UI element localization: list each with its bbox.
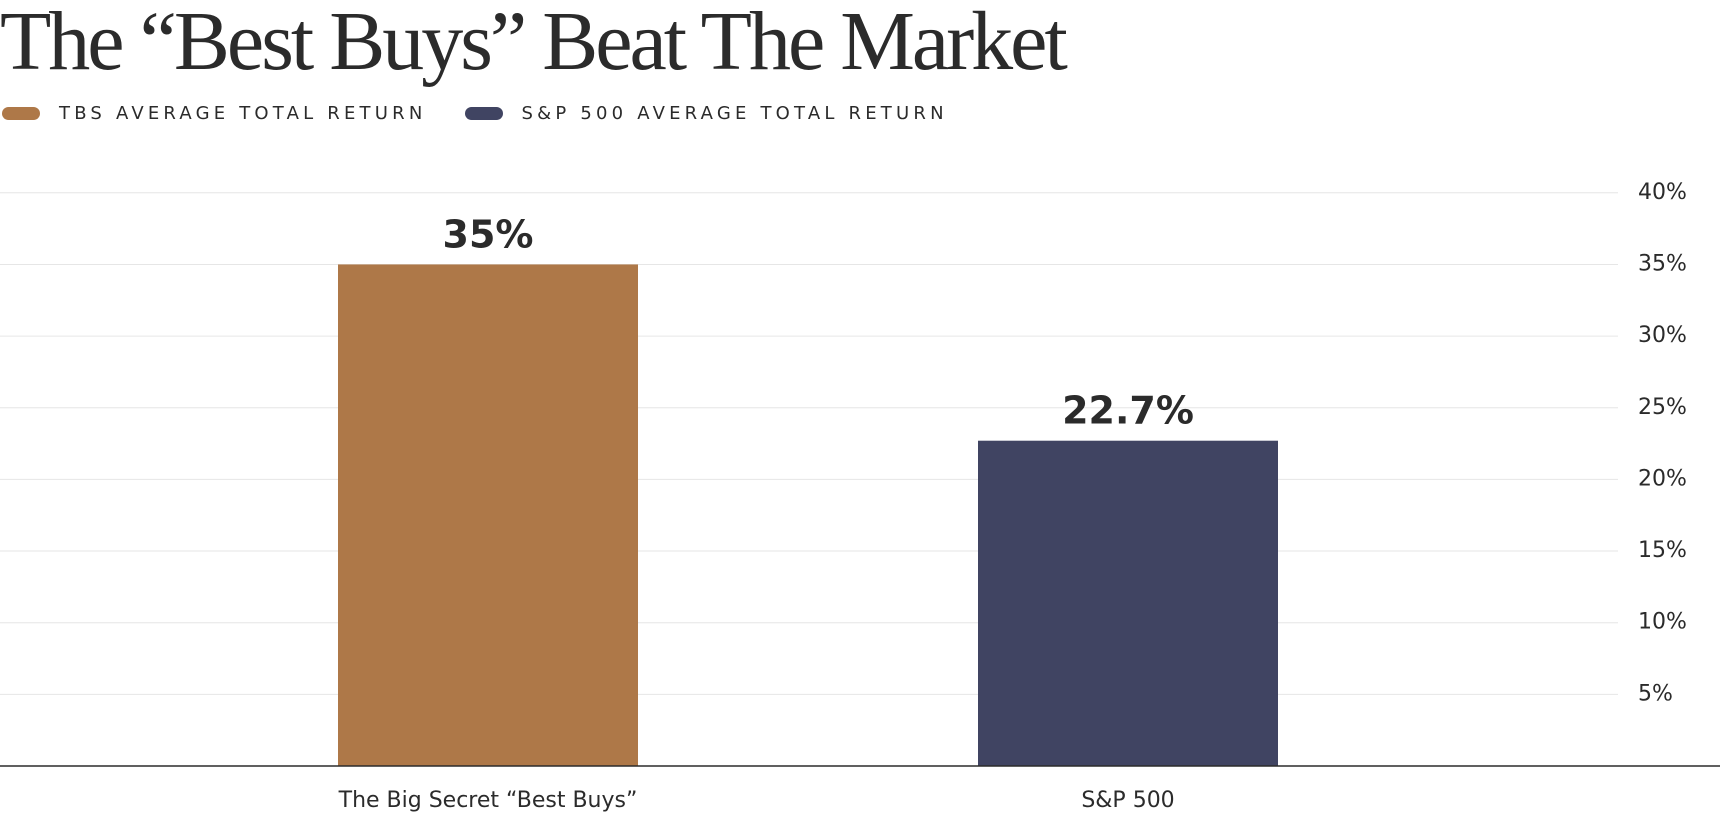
x-category-label: The Big Secret “Best Buys” [338,788,638,813]
y-tick-label: 10% [1638,610,1687,635]
legend: TBS AVERAGE TOTAL RETURN S&P 500 AVERAGE… [2,101,986,125]
y-tick-label: 5% [1638,681,1673,706]
y-tick-label: 15% [1638,538,1687,563]
y-tick-label: 30% [1638,323,1687,348]
y-tick-label: 35% [1638,251,1687,276]
x-category-label: S&P 500 [1081,788,1174,813]
legend-swatch-sp500 [464,106,503,120]
legend-label-sp500: S&P 500 AVERAGE TOTAL RETURN [521,102,948,124]
legend-swatch-tbs [2,106,40,120]
y-tick-label: 25% [1638,395,1687,420]
y-tick-label: 40% [1638,180,1687,205]
bar [338,264,638,766]
legend-item-sp500: S&P 500 AVERAGE TOTAL RETURN [464,102,948,124]
y-tick-label: 20% [1638,466,1687,491]
bar-value-label: 22.7% [1062,389,1194,433]
legend-item-tbs: TBS AVERAGE TOTAL RETURN [2,103,427,124]
bar [978,440,1278,766]
legend-label-tbs: TBS AVERAGE TOTAL RETURN [59,102,427,124]
chart-title: The “Best Buys” Beat The Market [0,0,1068,88]
bar-value-label: 35% [443,212,534,256]
